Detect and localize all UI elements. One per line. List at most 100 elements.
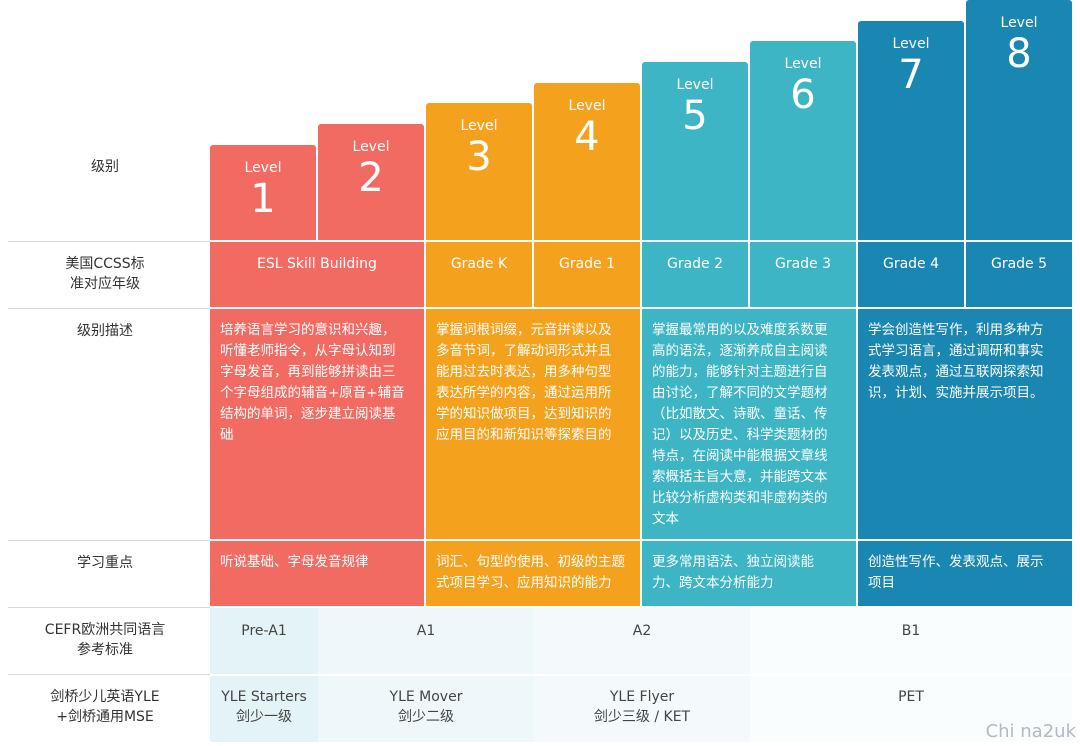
cefr-cell: A1 (318, 608, 534, 674)
description-cell-level-1-2: 培养语言学习的意识和兴趣， 听懂老师指令，从字母认知到 字母发音，再到能够拼读由… (210, 309, 424, 539)
description-cell-level-5-6: 掌握最常用的以及难度系数更 高的语法，逐渐养成自主阅读 的能力，能够针对主题进行… (642, 309, 856, 539)
row-label-ccss-line1: 美国CCSS标 (65, 256, 145, 272)
level-box-2: Level 2 (318, 124, 424, 240)
focus-line: 词汇、句型的使用、初级的主题 (436, 554, 625, 570)
grade-cell: ESL Skill Building (210, 242, 424, 307)
description-line: 高的语法，逐渐养成自主阅读 (652, 343, 828, 359)
level-number: 7 (898, 52, 924, 98)
yle-cell: YLE Starters 剑少一级 (210, 676, 318, 742)
description-line: 发表观点，通过互联网探索知 (868, 364, 1044, 380)
description-line: 比较分析虚构类和非虚构类的 (652, 490, 828, 506)
focus-line: 创造性写作、发表观点、展示 (868, 554, 1044, 570)
focus-cell-level-1-2: 听说基础、字母发音规律 (210, 541, 424, 606)
row-separator (8, 241, 210, 242)
level-number: 4 (574, 114, 600, 160)
cefr-cell: A2 (534, 608, 750, 674)
level-word: Level (460, 118, 498, 134)
row-separator (8, 540, 210, 541)
yle-line: YLE Mover (389, 689, 463, 705)
description-line: 应用目的和新知识等探索目的 (436, 427, 612, 443)
yle-line: YLE Starters (221, 689, 307, 705)
level-number: 3 (466, 134, 492, 180)
level-number: 1 (250, 176, 276, 222)
focus-line: 更多常用语法、独立阅读能 (652, 554, 814, 570)
grade-cell: Grade 1 (534, 242, 640, 307)
yle-line: 剑少二级 (398, 709, 454, 725)
focus-cell-level-7-8: 创造性写作、发表观点、展示 项目 (858, 541, 1072, 606)
level-number: 2 (358, 155, 384, 201)
row-label-yle: 剑桥少儿英语YLE +剑桥通用MSE (0, 687, 210, 727)
description-line: 式学习语言，通过调研和事实 (868, 343, 1044, 359)
description-line: （比如散文、诗歌、童话、传 (652, 406, 828, 422)
description-line: 多音节词，了解动词形式并且 (436, 343, 612, 359)
level-word: Level (568, 98, 606, 114)
row-separator (8, 308, 210, 309)
grade-cell: Grade 5 (966, 242, 1072, 307)
row-separator (8, 607, 210, 608)
description-line: 识，计划、实施并展示项目。 (868, 385, 1044, 401)
description-line: 培养语言学习的意识和兴趣， (220, 322, 396, 338)
yle-line: 剑少一级 (236, 709, 292, 725)
description-cell-level-7-8: 学会创造性写作，利用多种方 式学习语言，通过调研和事实 发表观点，通过互联网探索… (858, 309, 1072, 539)
focus-cell-level-3-4: 词汇、句型的使用、初级的主题 式项目学习、应用知识的能力 (426, 541, 640, 606)
row-label-description: 级别描述 (77, 323, 133, 339)
description-line: 个字母组成的辅音+原音+辅音 (220, 385, 405, 401)
description-line: 础 (220, 427, 234, 443)
row-label-ccss-line2: 准对应年级 (70, 276, 140, 292)
description-line: 字母发音，再到能够拼读由三 (220, 364, 396, 380)
focus-line: 听说基础、字母发音规律 (220, 554, 369, 570)
row-label-cefr: CEFR欧洲共同语言 参考标准 (0, 620, 210, 660)
grade-cell: Grade 2 (642, 242, 748, 307)
level-number: 8 (1006, 31, 1032, 77)
cefr-cell: B1 (750, 608, 1072, 674)
row-label-cefr-line1: CEFR欧洲共同语言 (44, 622, 166, 638)
description-line: 结构的单词，逐步建立阅读基 (220, 406, 396, 422)
row-label-focus: 学习重点 (77, 555, 133, 571)
level-box-8: Level 8 (966, 0, 1072, 240)
level-box-3: Level 3 (426, 103, 532, 240)
level-word: Level (244, 160, 282, 176)
description-line: 学的知识做项目，达到知识的 (436, 406, 612, 422)
focus-line: 力、跨文本分析能力 (652, 575, 774, 591)
yle-cell: YLE Mover 剑少二级 (318, 676, 534, 742)
row-label-cefr-line2: 参考标准 (77, 642, 133, 658)
description-line: 掌握最常用的以及难度系数更 (652, 322, 828, 338)
row-label-level: 级别 (91, 159, 119, 175)
yle-line: YLE Flyer (609, 689, 675, 705)
description-line: 表达所学的内容，通过运用所 (436, 385, 612, 401)
yle-line: PET (898, 689, 924, 705)
description-line: 掌握词根词缀，元音拼读以及 (436, 322, 612, 338)
level-box-7: Level 7 (858, 21, 964, 240)
description-cell-level-3-4: 掌握词根词缀，元音拼读以及 多音节词，了解动词形式并且 能用过去时表达，用多种句… (426, 309, 640, 539)
description-line: 特点，在阅读中能根据文章线 (652, 448, 828, 464)
row-separator (8, 674, 210, 675)
focus-cell-level-5-6: 更多常用语法、独立阅读能 力、跨文本分析能力 (642, 541, 856, 606)
row-label-yle-line2: +剑桥通用MSE (56, 709, 154, 725)
description-line: 文本 (652, 511, 679, 527)
level-word: Level (784, 56, 822, 72)
focus-line: 式项目学习、应用知识的能力 (436, 575, 612, 591)
focus-line: 项目 (868, 575, 895, 591)
description-line: 记）以及历史、科学类题材的 (652, 427, 828, 443)
level-number: 6 (790, 72, 816, 118)
cefr-cell: Pre-A1 (210, 608, 318, 674)
watermark: Chi na2uk (985, 721, 1076, 742)
yle-cell: YLE Flyer 剑少三级 / KET (534, 676, 750, 742)
level-box-4: Level 4 (534, 83, 640, 240)
level-word: Level (892, 36, 930, 52)
level-word: Level (352, 139, 390, 155)
grade-cell: Grade 3 (750, 242, 856, 307)
level-number: 5 (682, 93, 708, 139)
level-word: Level (676, 77, 714, 93)
description-line: 听懂老师指令，从字母认知到 (220, 343, 396, 359)
description-line: 索概括主旨大意，并能跨文本 (652, 469, 828, 485)
grade-cell: Grade 4 (858, 242, 964, 307)
description-line: 学会创造性写作，利用多种方 (868, 322, 1044, 338)
row-label-ccss: 美国CCSS标 准对应年级 (0, 254, 210, 294)
row-label-yle-line1: 剑桥少儿英语YLE (50, 689, 160, 705)
description-line: 由讨论，了解不同的文学题材 (652, 385, 828, 401)
level-box-1: Level 1 (210, 145, 316, 240)
yle-line: 剑少三级 / KET (593, 709, 691, 725)
yle-cell: PET (750, 676, 1072, 742)
level-box-5: Level 5 (642, 62, 748, 240)
